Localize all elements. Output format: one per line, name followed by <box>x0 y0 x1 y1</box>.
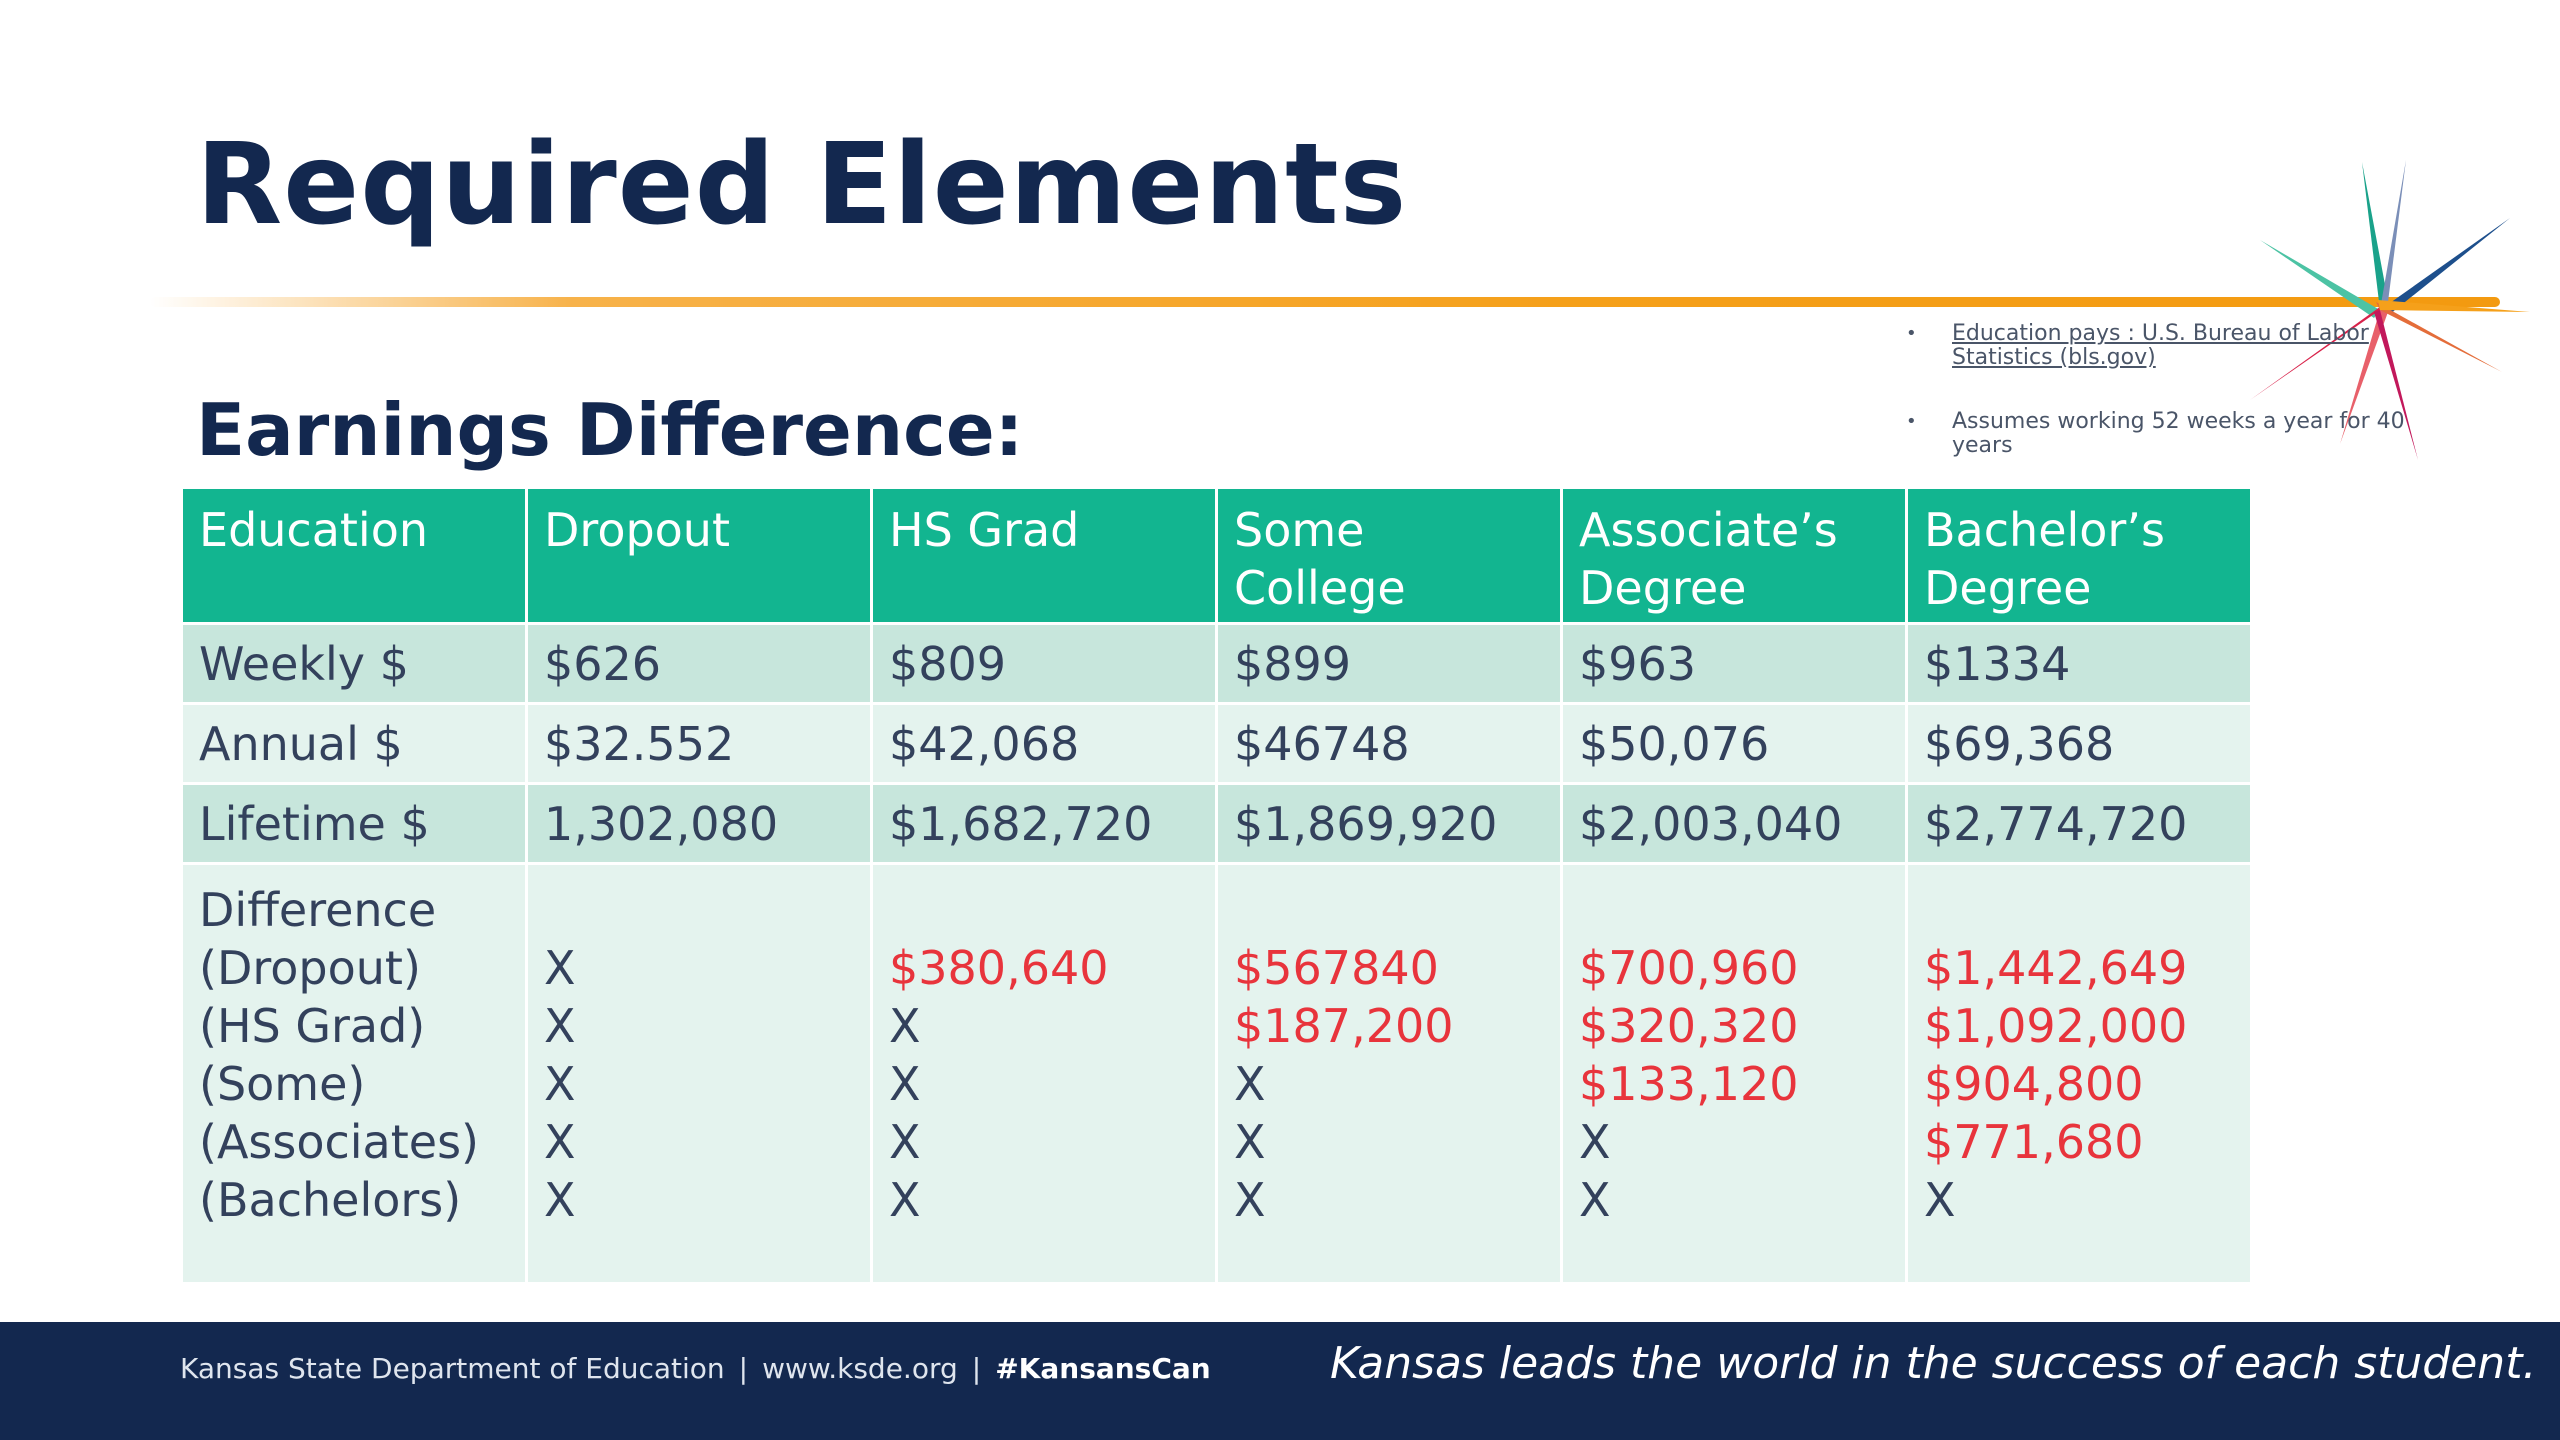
table-cell: $899 <box>1215 622 1563 705</box>
table-cell: $1334 <box>1905 622 2253 705</box>
diff-value: $700,960 <box>1579 941 1799 995</box>
table-cell: $1,682,720 <box>870 782 1218 865</box>
footer-credits: Kansas State Department of Education | www… <box>180 1352 1211 1385</box>
diff-value: X <box>1234 1115 1266 1169</box>
header-some-college: Some College <box>1215 486 1563 625</box>
diff-value: X <box>889 1173 921 1227</box>
header-dropout: Dropout <box>525 486 873 625</box>
diff-label: (Bachelors) <box>199 1173 462 1227</box>
table-cell: $809 <box>870 622 1218 705</box>
footer-url-link[interactable]: www.ksde.org <box>762 1352 958 1385</box>
header-associates-degree: Associate’s Degree <box>1560 486 1908 625</box>
difference-labels: Difference (Dropout) (HS Grad) (Some) (A… <box>180 862 528 1285</box>
table-row-weekly: Weekly $ $626 $809 $899 $963 $1334 <box>180 622 2253 705</box>
bls-source-link[interactable]: Education pays : U.S. Bureau of Labor St… <box>1952 321 2369 370</box>
diff-label: (HS Grad) <box>199 999 426 1053</box>
difference-cell-dropout: X X X X X <box>525 862 873 1285</box>
table-cell: $69,368 <box>1905 702 2253 785</box>
diff-value: X <box>889 999 921 1053</box>
footer-hashtag: #KansansCan <box>995 1352 1211 1385</box>
orange-divider-line <box>150 297 2500 307</box>
row-label: Lifetime $ <box>180 782 528 865</box>
footer-bar <box>0 1322 2560 1440</box>
diff-value: X <box>1234 1173 1266 1227</box>
header-hs-grad: HS Grad <box>870 486 1218 625</box>
diff-value: $320,320 <box>1579 999 1799 1053</box>
section-subtitle: Earnings Difference: <box>196 388 1024 472</box>
diff-value: $567840 <box>1234 941 1439 995</box>
diff-value: $380,640 <box>889 941 1109 995</box>
footer-tagline: Kansas leads the world in the success of… <box>1330 1338 2537 1389</box>
diff-value: $133,120 <box>1579 1057 1799 1111</box>
diff-value: $1,092,000 <box>1924 999 2188 1053</box>
slide-title: Required Elements <box>196 120 1408 250</box>
difference-cell-hs-grad: $380,640 X X X X <box>870 862 1218 1285</box>
table-cell: $32.552 <box>525 702 873 785</box>
diff-value: X <box>544 999 576 1053</box>
table-cell: $46748 <box>1215 702 1563 785</box>
difference-cell-associates: $700,960 $320,320 $133,120 X X <box>1560 862 1908 1285</box>
table-cell: $626 <box>525 622 873 705</box>
table-row-lifetime: Lifetime $ 1,302,080 $1,682,720 $1,869,9… <box>180 782 2253 865</box>
source-notes: Education pays : U.S. Bureau of Labor St… <box>1900 322 2460 498</box>
earnings-table: Education Dropout HS Grad Some College A… <box>180 486 2253 1285</box>
difference-cell-bachelors: $1,442,649 $1,092,000 $904,800 $771,680 … <box>1905 862 2253 1285</box>
diff-value: X <box>544 1057 576 1111</box>
diff-value: X <box>1579 1115 1611 1169</box>
diff-value: $1,442,649 <box>1924 941 2188 995</box>
diff-value: X <box>544 941 576 995</box>
diff-value: X <box>889 1115 921 1169</box>
diff-value: X <box>1924 1173 1956 1227</box>
diff-label: (Dropout) <box>199 941 421 995</box>
diff-value: $187,200 <box>1234 999 1454 1053</box>
diff-label: Difference <box>199 883 437 937</box>
header-education: Education <box>180 486 528 625</box>
table-cell: $50,076 <box>1560 702 1908 785</box>
diff-value: $771,680 <box>1924 1115 2144 1169</box>
table-cell: 1,302,080 <box>525 782 873 865</box>
footer-org: Kansas State Department of Education <box>180 1352 725 1385</box>
difference-cell-some-college: $567840 $187,200 X X X <box>1215 862 1563 1285</box>
diff-value: X <box>889 1057 921 1111</box>
source-note-link[interactable]: Education pays : U.S. Bureau of Labor St… <box>1900 322 2460 370</box>
row-label: Weekly $ <box>180 622 528 705</box>
table-cell: $1,869,920 <box>1215 782 1563 865</box>
assumption-note: Assumes working 52 weeks a year for 40 y… <box>1900 410 2460 458</box>
row-label: Annual $ <box>180 702 528 785</box>
diff-value: X <box>544 1173 576 1227</box>
table-cell: $963 <box>1560 622 1908 705</box>
diff-value: X <box>1234 1057 1266 1111</box>
diff-value: $904,800 <box>1924 1057 2144 1111</box>
table-header-row: Education Dropout HS Grad Some College A… <box>180 486 2253 625</box>
diff-label: (Some) <box>199 1057 366 1111</box>
diff-value: X <box>544 1115 576 1169</box>
table-cell: $42,068 <box>870 702 1218 785</box>
table-cell: $2,003,040 <box>1560 782 1908 865</box>
diff-value: X <box>1579 1173 1611 1227</box>
table-cell: $2,774,720 <box>1905 782 2253 865</box>
table-row-annual: Annual $ $32.552 $42,068 $46748 $50,076 … <box>180 702 2253 785</box>
header-bachelors-degree: Bachelor’s Degree <box>1905 486 2253 625</box>
table-row-difference: Difference (Dropout) (HS Grad) (Some) (A… <box>180 862 2253 1285</box>
diff-label: (Associates) <box>199 1115 479 1169</box>
